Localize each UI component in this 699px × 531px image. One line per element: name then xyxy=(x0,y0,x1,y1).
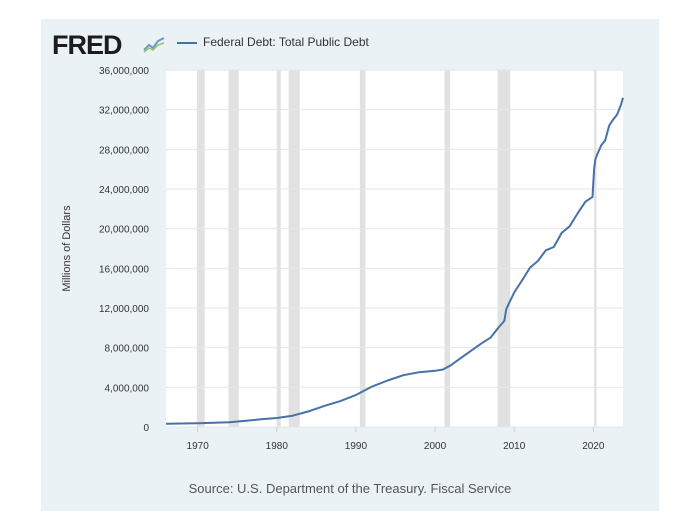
x-tick-label: 1990 xyxy=(345,441,368,452)
x-tick-label: 1980 xyxy=(266,441,289,452)
x-tick-label: 2000 xyxy=(424,441,447,452)
x-tick-label: 2010 xyxy=(503,441,526,452)
y-tick-label: 16,000,000 xyxy=(99,264,149,275)
y-tick-label: 24,000,000 xyxy=(99,185,149,196)
recession-band-0 xyxy=(196,70,205,427)
recession-band-7 xyxy=(594,70,597,427)
y-tick-label: 4,000,000 xyxy=(105,383,150,394)
recession-band-1 xyxy=(228,70,239,427)
recession-band-3 xyxy=(288,70,300,427)
fred-logo: FRED xyxy=(52,30,122,60)
recession-band-2 xyxy=(276,70,281,427)
recession-band-5 xyxy=(444,70,451,427)
y-tick-label: 8,000,000 xyxy=(105,344,150,355)
legend-swatch xyxy=(177,42,197,44)
line-chart-icon xyxy=(143,35,165,53)
grid-lines xyxy=(166,69,623,428)
x-tick-label: 1970 xyxy=(187,441,210,452)
legend-label: Federal Debt: Total Public Debt xyxy=(203,35,369,49)
plot-area xyxy=(166,70,623,427)
recession-band-4 xyxy=(359,70,366,427)
y-tick-labels: 0 4,000,000 8,000,000 12,000,000 16,000,000 2… xyxy=(99,66,150,434)
series-line xyxy=(165,97,624,425)
y-tick-label: 12,000,000 xyxy=(99,304,149,315)
y-tick-label: 0 xyxy=(143,423,149,434)
x-tick-labels: 1970 1980 1990 2000 2010 2020 xyxy=(187,427,605,452)
y-tick-label: 20,000,000 xyxy=(99,225,149,236)
y-tick-label: 36,000,000 xyxy=(99,66,149,77)
y-tick-label: 28,000,000 xyxy=(99,145,149,156)
recession-shading xyxy=(196,70,597,427)
y-tick-label: 32,000,000 xyxy=(99,106,149,117)
y-axis-label: Millions of Dollars xyxy=(61,205,73,292)
source-note: Source: U.S. Department of the Treasury.… xyxy=(188,481,512,496)
x-tick-label: 2020 xyxy=(582,441,605,452)
recession-band-6 xyxy=(497,70,511,427)
